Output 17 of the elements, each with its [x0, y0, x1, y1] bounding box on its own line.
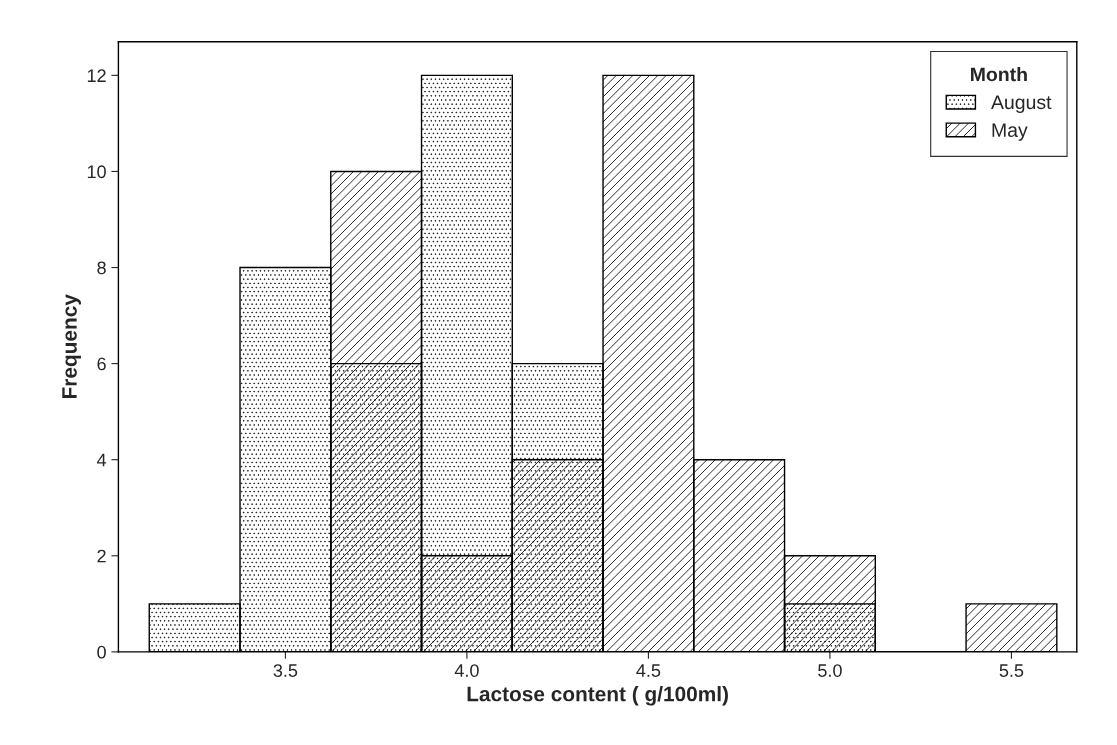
x-tick-label: 5.5	[999, 664, 1024, 677]
y-tick-label: 2	[97, 549, 106, 563]
x-tick-label: 5.0	[818, 664, 842, 677]
y-tick-label: 0	[97, 645, 106, 659]
legend-label: August	[991, 95, 1052, 113]
x-tick-label: 4.5	[636, 664, 661, 677]
y-tick-label: 4	[96, 453, 107, 467]
y-tick-label: 8	[97, 261, 106, 275]
y-axis-title: Frequency	[62, 294, 81, 399]
x-tick-label: 3.5	[273, 664, 298, 677]
x-axis-title: Lactose content ( g/100ml)	[467, 686, 728, 706]
legend-title: Month	[971, 67, 1027, 82]
x-tick-label: 4.0	[454, 664, 479, 677]
y-tick-label: 6	[97, 357, 106, 371]
y-tick-label: 12	[87, 69, 106, 82]
y-tick-label: 10	[87, 165, 106, 179]
legend-label: May	[992, 123, 1028, 141]
